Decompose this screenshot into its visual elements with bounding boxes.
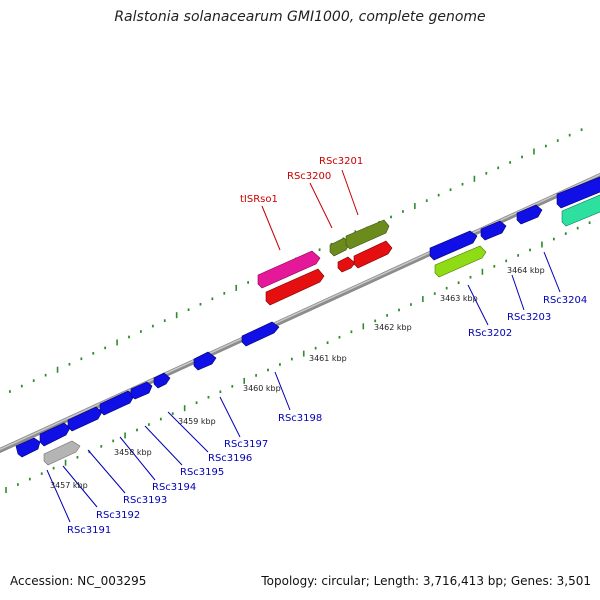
gene-teal[interactable] [561, 194, 600, 227]
gene-rsc3203[interactable] [480, 220, 507, 241]
gene-lime[interactable] [434, 245, 487, 278]
leader-rsc3201 [341, 169, 359, 216]
leader-rsc3192 [62, 465, 98, 508]
genome-backbone [0, 172, 600, 454]
gene-red-right[interactable] [353, 240, 393, 269]
gene-label-rsc3201[interactable]: RSc3201 [319, 156, 363, 167]
gene-rsc3193[interactable] [67, 406, 103, 432]
kbp-label-3463: 3463 kbp [440, 294, 478, 303]
gene-rsc3195[interactable] [130, 381, 153, 400]
leader-rsc3203 [511, 274, 525, 311]
leader-tisrso1 [261, 205, 281, 251]
gene-rsc3192[interactable] [39, 422, 71, 447]
leader-rsc3191 [46, 469, 71, 523]
inner-tick-row [5, 221, 591, 493]
gene-rsc3196[interactable] [153, 372, 171, 389]
gene-label-rsc3195[interactable]: RSc3195 [180, 467, 224, 478]
leader-rsc3193 [87, 449, 126, 494]
gene-label-rsc3191[interactable]: RSc3191 [67, 525, 111, 536]
leader-rsc3194 [119, 436, 156, 481]
kbp-label-3462: 3462 kbp [374, 323, 412, 332]
kbp-label-3464: 3464 kbp [507, 266, 545, 275]
leader-rsc3195 [144, 425, 183, 466]
gene-rsc3197[interactable] [193, 351, 217, 371]
genome-backbone-highlight [0, 173, 600, 451]
kbp-label-3458: 3458 kbp [114, 448, 152, 457]
kbp-label-3457: 3457 kbp [50, 481, 88, 490]
topology-label: Topology: circular; Length: 3,716,413 bp… [261, 574, 591, 588]
gene-label-rsc3197[interactable]: RSc3197 [224, 439, 268, 450]
gene-label-rsc3198[interactable]: RSc3198 [278, 413, 322, 424]
gene-rsc3191[interactable] [15, 437, 41, 458]
gene-label-rsc3202[interactable]: RSc3202 [468, 328, 512, 339]
kbp-label-3460: 3460 kbp [243, 384, 281, 393]
gene-arrows [15, 176, 600, 466]
gene-gray[interactable] [43, 440, 81, 466]
accession-label: Accession: NC_003295 [10, 574, 147, 588]
gene-red-large[interactable] [265, 268, 325, 306]
gene-rsc3194[interactable] [99, 390, 135, 416]
gene-rsc3204[interactable] [516, 204, 543, 225]
gene-rsc3198[interactable] [241, 321, 280, 347]
gene-label-rsc3203[interactable]: RSc3203 [507, 312, 551, 323]
gene-label-rsc3204[interactable]: RSc3204 [543, 295, 587, 306]
gene-labels: RSc3191 RSc3192 RSc3193 RSc3194 RSc3195 … [67, 156, 587, 536]
gene-rsc3200-red[interactable] [337, 256, 356, 273]
gene-label-rsc3193[interactable]: RSc3193 [123, 495, 167, 506]
gene-tisrso1[interactable] [257, 250, 321, 289]
kbp-labels: 3457 kbp 3458 kbp 3459 kbp 3460 kbp 3461… [50, 266, 545, 490]
kbp-label-3459: 3459 kbp [178, 417, 216, 426]
leader-rsc3198 [274, 371, 291, 411]
leader-rsc3204 [543, 251, 561, 293]
gene-label-rsc3194[interactable]: RSc3194 [152, 482, 196, 493]
gene-label-rsc3196[interactable]: RSc3196 [208, 453, 252, 464]
kbp-label-3461: 3461 kbp [309, 354, 347, 363]
gene-rsc3201-olive[interactable] [345, 219, 390, 250]
leader-rsc3200 [309, 182, 333, 229]
gene-rsc3202[interactable] [429, 230, 478, 261]
leader-rsc3196 [167, 411, 209, 453]
gene-label-rsc3200[interactable]: RSc3200 [287, 171, 331, 182]
gene-label-tisrso1[interactable]: tISRso1 [240, 194, 278, 205]
leader-rsc3197 [219, 396, 241, 438]
leader-rsc3202 [467, 284, 489, 326]
gene-upper-right-blue[interactable] [556, 176, 600, 209]
gene-olive-left[interactable] [329, 237, 351, 257]
gene-leader-lines [46, 169, 561, 523]
gene-label-rsc3192[interactable]: RSc3192 [96, 510, 140, 521]
genome-title: Ralstonia solanacearum GMI1000, complete… [114, 9, 486, 25]
